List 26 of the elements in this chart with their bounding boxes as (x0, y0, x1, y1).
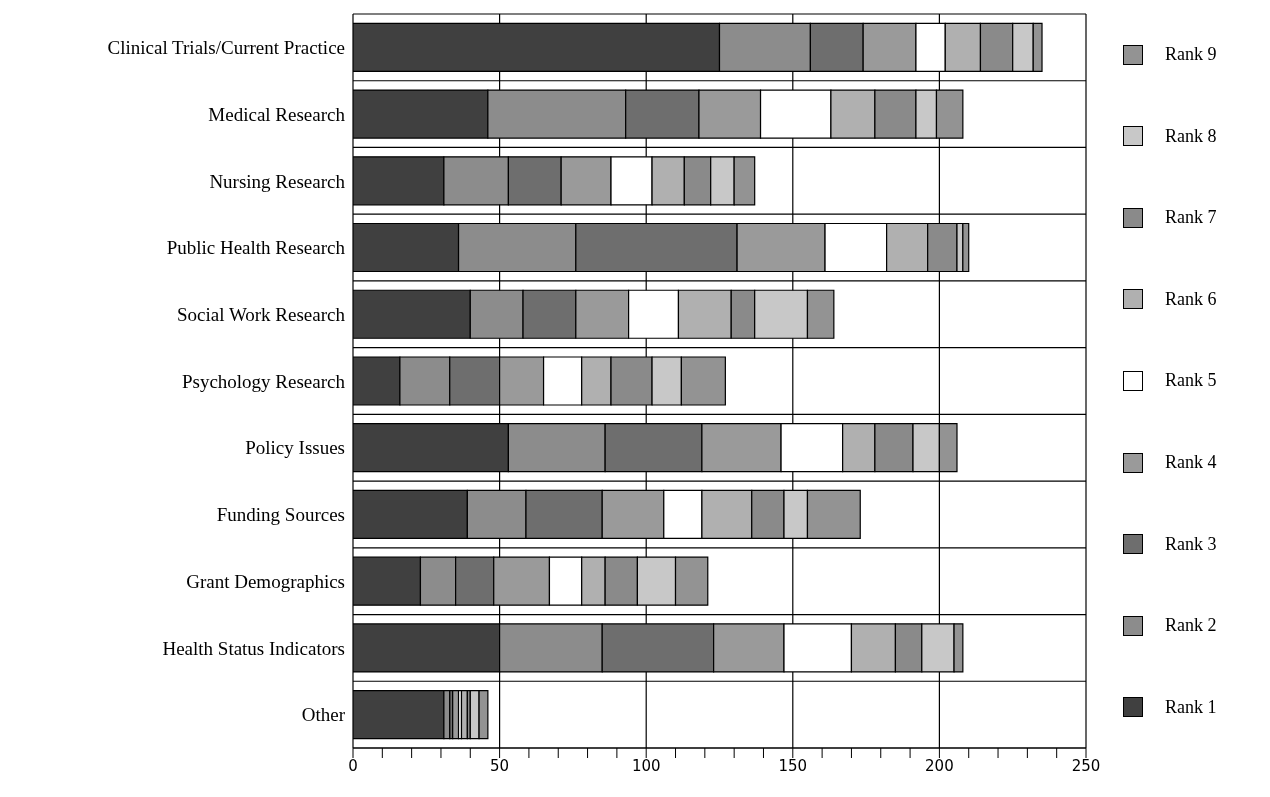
legend-label: Rank 5 (1165, 370, 1217, 392)
legend-label: Rank 4 (1165, 452, 1217, 473)
legend-label: Rank 8 (1165, 125, 1217, 147)
y-tick-label: Grant Demographics (186, 570, 345, 592)
y-tick-label: Policy Issues (245, 437, 345, 459)
legend-label: Rank 3 (1165, 533, 1217, 555)
y-tick-label: Psychology Research (181, 370, 346, 392)
x-tick-label: 150 (778, 756, 808, 775)
y-tick-label: Nursing Research (209, 170, 346, 192)
legend-label: Rank 6 (1165, 288, 1217, 310)
y-tick-label: Social Work Research (176, 304, 346, 326)
legend-label: Rank 1 (1165, 696, 1217, 718)
legend-label: Rank 9 (1165, 44, 1217, 66)
x-tick-label: 50 (490, 756, 510, 775)
x-tick-label: 0 (348, 756, 358, 775)
x-tick-label: 100 (631, 756, 661, 775)
y-tick-label: Medical Research (208, 103, 346, 125)
y-tick-label: Public Health Research (166, 237, 346, 259)
y-tick-label: Health Status Indicators (162, 637, 345, 659)
x-tick-label: 200 (925, 756, 954, 775)
legend-label: Rank 7 (1165, 207, 1217, 229)
y-tick-label: Clinical Trials/Current Practice (107, 37, 345, 59)
y-tick-label: Funding Sources (216, 504, 345, 526)
x-tick-label: 250 (1071, 756, 1101, 775)
y-tick-label: Other (301, 704, 346, 726)
legend-label: Rank 2 (1165, 615, 1217, 637)
